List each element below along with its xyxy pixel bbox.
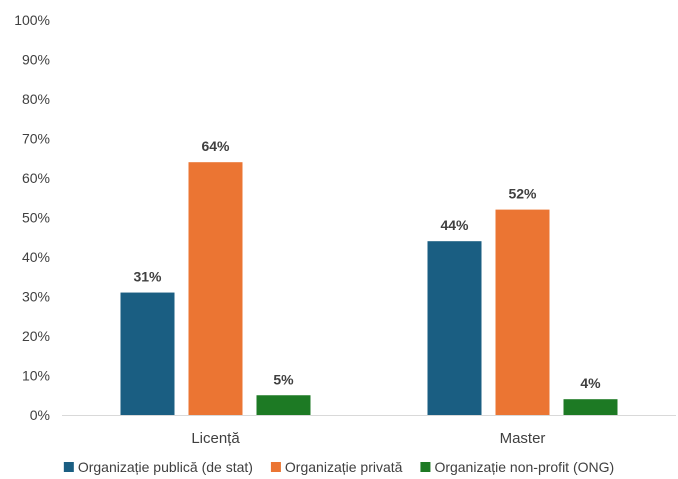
bar xyxy=(120,292,175,415)
data-label: 5% xyxy=(273,371,294,387)
y-tick-label: 70% xyxy=(22,131,50,147)
y-tick-label: 50% xyxy=(22,210,50,226)
bar xyxy=(256,395,311,415)
legend-label: Organizație non-profit (ONG) xyxy=(434,459,614,475)
legend: Organizație publică (de stat) Organizație… xyxy=(63,459,614,475)
bar xyxy=(427,241,482,415)
y-tick-label: 60% xyxy=(22,170,50,186)
legend-swatch xyxy=(420,462,431,472)
data-label: 31% xyxy=(133,269,162,285)
x-tick-label: Licență xyxy=(191,430,240,447)
legend-label: Organizație privată xyxy=(285,459,403,475)
y-axis: 0% 10% 20% 30% 40% 50% 60% 70% 80% 90% 100% xyxy=(14,12,50,423)
legend-item: Organizație publică (de stat) xyxy=(63,459,253,475)
legend-item: Organizație non-profit (ONG) xyxy=(420,459,614,475)
legend-label: Organizație publică (de stat) xyxy=(78,459,253,475)
y-tick-label: 90% xyxy=(22,52,50,68)
y-tick-label: 80% xyxy=(22,91,50,107)
bar xyxy=(563,399,618,415)
bar xyxy=(188,162,243,415)
y-tick-label: 20% xyxy=(22,328,50,344)
y-tick-label: 100% xyxy=(14,12,50,28)
bar xyxy=(495,209,550,415)
data-label: 52% xyxy=(508,186,537,202)
y-tick-label: 40% xyxy=(22,249,50,265)
legend-item: Organizație privată xyxy=(270,459,403,475)
legend-swatch xyxy=(270,462,281,472)
plot-area: 31% 64% 5% 44% 52% 4% xyxy=(120,138,618,415)
y-tick-label: 30% xyxy=(22,289,50,305)
legend-swatch xyxy=(63,462,74,472)
data-label: 64% xyxy=(201,138,230,154)
x-tick-label: Master xyxy=(500,430,546,447)
data-label: 44% xyxy=(440,217,469,233)
y-tick-label: 0% xyxy=(30,407,50,423)
data-label: 4% xyxy=(580,375,601,391)
y-tick-label: 10% xyxy=(22,368,50,384)
x-axis: Licență Master xyxy=(191,430,545,447)
